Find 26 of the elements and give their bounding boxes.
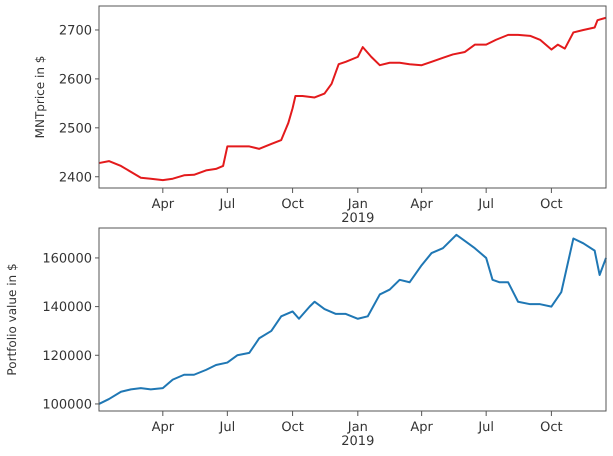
x-tick-label: Oct	[540, 420, 563, 435]
x-tick-label: Oct	[281, 197, 304, 212]
x-tick-label: Jul	[218, 420, 236, 435]
x-tick-label: Apr	[152, 420, 175, 435]
x-tick-label: Jul	[477, 420, 494, 435]
line-series	[98, 16, 607, 182]
y-tick-label: 160000	[42, 251, 92, 266]
x-tick-label: Jan 2019	[341, 420, 374, 449]
y-axis-title: MNTprice in $	[33, 56, 47, 138]
y-tick-label: 2700	[58, 24, 92, 39]
x-tick-label: Apr	[152, 197, 175, 212]
x-tick-label: Apr	[410, 420, 434, 435]
x-tick-label: Jul	[477, 197, 494, 212]
x-tick-label: Apr	[410, 197, 434, 212]
y-tick-label: 140000	[42, 300, 92, 316]
x-tick-label: Oct	[540, 197, 563, 212]
y-tick-label: 2600	[58, 72, 92, 88]
y-tick-label: 2500	[58, 121, 92, 136]
x-tick-label: Jan 2019	[341, 197, 374, 226]
y-tick-label: 2400	[58, 170, 92, 186]
y-tick-label: 120000	[42, 348, 92, 364]
x-tick-label: Jul	[218, 197, 236, 212]
y-axis-title: Portfolio value in $	[5, 263, 19, 376]
y-tick-label: 100000	[42, 397, 92, 412]
x-tick-label: Oct	[281, 420, 304, 435]
line-series	[98, 234, 607, 405]
